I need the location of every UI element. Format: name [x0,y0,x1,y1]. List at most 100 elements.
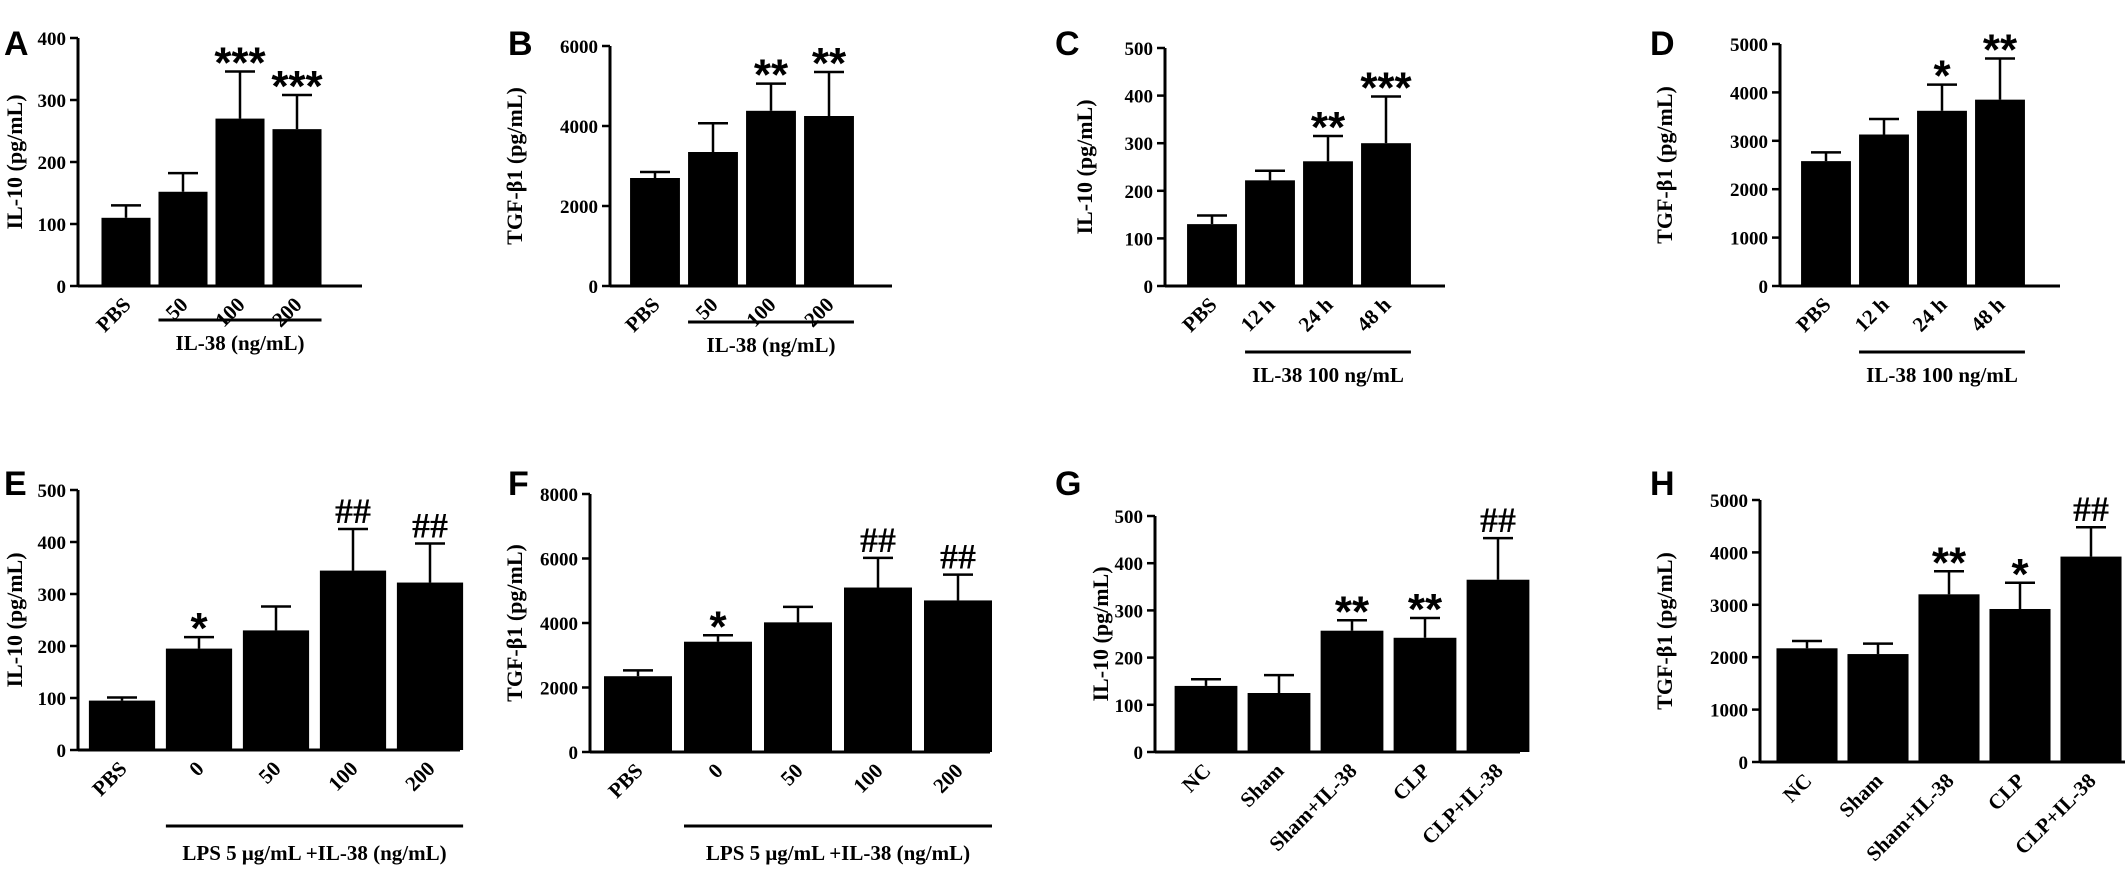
x-tick-label: 48 h [1352,292,1396,336]
y-tick-label: 100 [1115,696,1144,717]
significance-label: ## [335,491,371,531]
y-tick-label: 5000 [1710,491,1748,512]
y-tick-label: 300 [1125,134,1154,155]
y-axis-label: IL-10 (pg/mL) [1072,99,1097,234]
y-tick-label: 1000 [1710,701,1748,722]
y-tick-label: 100 [38,215,67,236]
bar [1187,224,1237,286]
x-tick-label: PBS [620,293,664,337]
bar [1918,594,1980,762]
y-axis-label: IL-10 (pg/mL) [2,94,27,229]
y-tick-label: 2000 [540,679,578,700]
significance-label: * [1933,52,1951,101]
y-tick-label: 0 [57,741,67,762]
bar [1245,180,1295,286]
significance-label: ## [860,520,896,560]
bar [1989,608,2051,762]
y-axis-label: IL-10 (pg/mL) [2,552,27,687]
x-tick-label: 100 [848,759,887,798]
x-tick-label: 12 h [1850,292,1894,336]
y-tick-label: 0 [1144,277,1154,298]
bar [272,129,322,286]
bar [844,587,912,752]
x-tick-label: Sham [1834,768,1888,822]
bar [215,118,265,286]
panel-c: C IL-10 (pg/mL) 0 100 200 300 400 500 PBS 12 h ** 2… [1055,25,1445,387]
panel-e: E IL-10 (pg/mL) 0 100 200 300 400 500 PBS * 0 50 ## 1… [2,465,464,865]
significance-label: ** [1932,538,1967,587]
y-tick-label: 200 [1125,182,1154,203]
bar [746,110,796,286]
bar [1776,648,1838,762]
y-tick-label: 200 [38,637,67,658]
panel-letter: H [1650,465,1675,503]
y-tick-label: 3000 [1710,596,1748,617]
x-tick-label: 48 h [1966,292,2010,336]
panel-letter: D [1650,25,1675,63]
x-tick-label: PBS [87,757,131,801]
bar [1975,99,2025,286]
bar [764,622,832,752]
x-tick-label: 24 h [1294,292,1338,336]
significance-label: ## [940,537,976,577]
y-axis-label: TGF-β1 (pg/mL) [1652,86,1677,244]
panel-letter: G [1055,465,1081,503]
panel-d: D TGF-β1 (pg/mL) 0 1000 2000 3000 4000 5000 PBS 1… [1650,25,2060,387]
bar [1917,110,1967,287]
significance-label: * [709,602,727,651]
y-axis-label: TGF-β1 (pg/mL) [502,544,527,702]
x-tick-label: 0 [703,759,727,783]
bar [2060,556,2122,762]
significance-label: * [2011,550,2029,599]
y-axis-label: IL-10 (pg/mL) [1088,566,1113,701]
x-tick-label: PBS [603,759,647,803]
y-tick-label: 2000 [560,197,598,218]
group-label: LPS 5 μg/mL +IL-38 (ng/mL) [182,841,446,865]
y-tick-label: 2000 [1710,648,1748,669]
x-tick-label: 12 h [1236,292,1280,336]
y-tick-label: 500 [38,481,67,502]
significance-label: ## [2073,489,2109,529]
bar [1361,143,1411,286]
group-label: IL-38 100 ng/mL [1866,363,2018,387]
y-tick-label: 0 [569,743,579,764]
bar [1801,161,1851,286]
bar [804,116,854,286]
y-tick-label: 3000 [1730,132,1768,153]
bar [1847,654,1909,762]
x-tick-label: NC [1778,769,1816,807]
bar [630,178,680,286]
x-tick-label: 50 [691,293,723,325]
significance-label: *** [214,38,266,87]
y-tick-label: 500 [1125,39,1154,60]
panel-f: F TGF-β1 (pg/mL) 0 2000 4000 6000 8000 PBS * 0 50 #… [502,465,992,865]
y-tick-label: 1000 [1730,229,1768,250]
y-tick-label: 300 [1115,601,1144,622]
significance-label: ** [812,39,847,88]
x-tick-label: CLP [1983,768,2030,815]
x-tick-label: PBS [1177,293,1221,337]
y-tick-label: 500 [1115,507,1144,528]
bar [1393,637,1457,752]
y-tick-label: 0 [1759,277,1769,298]
panel-letter: F [508,465,529,503]
significance-label: ** [1311,103,1346,152]
x-tick-label: 100 [741,293,780,332]
group-label: IL-38 (ng/mL) [176,331,305,355]
bar [1466,579,1530,752]
bar [242,630,310,750]
panel-b: B TGF-β1 (pg/mL) 0 2000 4000 6000 PBS 50 ** 100 **… [502,25,892,357]
significance-label: ** [754,51,789,100]
y-tick-label: 200 [1115,649,1144,670]
significance-label: ## [412,506,448,546]
x-tick-label: 100 [323,757,362,796]
group-label: IL-38 100 ng/mL [1252,363,1404,387]
group-label: LPS 5 μg/mL +IL-38 (ng/mL) [706,841,970,865]
y-tick-label: 400 [38,533,67,554]
y-axis-label: TGF-β1 (pg/mL) [502,87,527,245]
y-tick-label: 0 [1739,753,1749,774]
x-tick-label: 24 h [1908,292,1952,336]
x-tick-label: 100 [210,293,249,332]
x-tick-label: 50 [776,759,808,791]
